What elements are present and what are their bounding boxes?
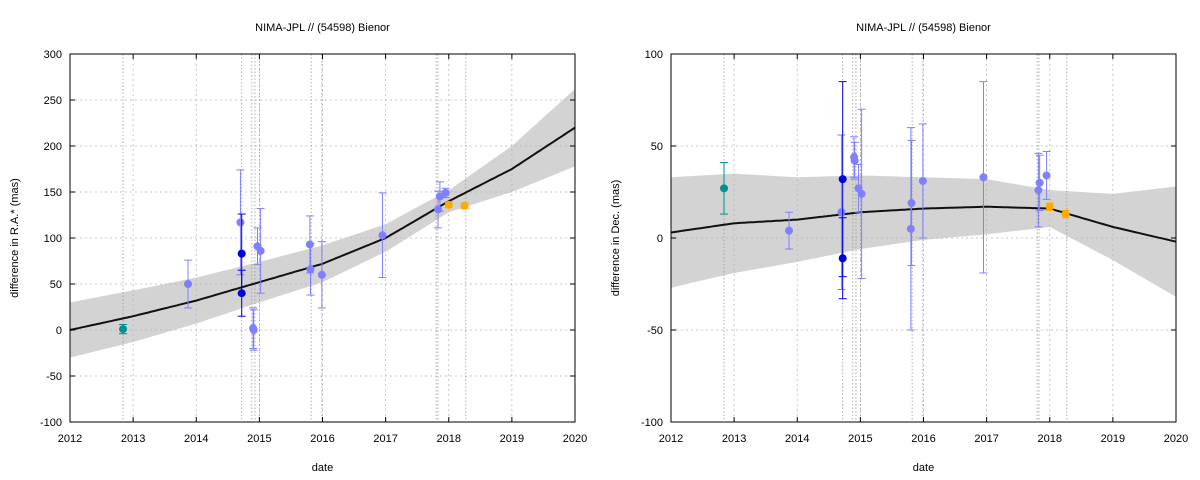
y-tick-label: 200 [44, 141, 62, 153]
data-point [444, 200, 453, 209]
x-tick-label: 2020 [563, 433, 587, 445]
x-tick-label: 2016 [310, 433, 334, 445]
x-tick-label: 2017 [373, 433, 397, 445]
grid [69, 53, 576, 423]
y-tick-label: -100 [641, 417, 663, 429]
x-tick-label: 2016 [911, 433, 935, 445]
data-point [237, 249, 246, 258]
data-point [441, 188, 450, 197]
y-axis-label: difference in Dec. (mas) [610, 180, 622, 297]
x-tick-label: 2018 [437, 433, 461, 445]
data-point [237, 289, 246, 298]
data-point [979, 173, 988, 182]
data-point [434, 205, 443, 214]
series-2 [237, 213, 246, 317]
data-point [907, 199, 916, 208]
y-tick-label: 50 [651, 141, 663, 153]
x-tick-label: 2013 [121, 433, 145, 445]
data-point [838, 175, 847, 184]
y-tick-label: 0 [657, 233, 663, 245]
series-1 [785, 81, 1051, 331]
x-tick-label: 2017 [974, 433, 998, 445]
y-tick-label: -50 [46, 371, 62, 383]
data-point [785, 226, 794, 235]
y-tick-label: 0 [56, 325, 62, 337]
y-tick-label: 100 [645, 49, 663, 61]
data-point [1042, 171, 1051, 180]
data-point [1034, 186, 1043, 195]
model-curve [670, 205, 1177, 243]
x-axis-label: date [312, 462, 333, 474]
data-point [317, 270, 326, 279]
chart-panel-2: 2012 2013 2014 2015 2016 2017 2018 2019 2020 -100… [610, 22, 1188, 474]
x-tick-label: 2015 [848, 433, 872, 445]
data-point [236, 218, 245, 227]
data-point [460, 201, 469, 210]
series-1 [184, 169, 450, 351]
data-point [1035, 178, 1044, 187]
data-point [857, 189, 866, 198]
series-4 [444, 200, 469, 210]
x-tick-label: 2015 [247, 433, 271, 445]
data-point [184, 280, 193, 288]
data-point [249, 326, 258, 334]
y-tick-label: -50 [647, 325, 663, 337]
series-4 [1045, 202, 1070, 219]
y-tick-label: 300 [44, 49, 62, 61]
model-curve [69, 126, 576, 331]
data-point [119, 325, 128, 334]
data-point [306, 265, 315, 274]
x-tick-label: 2014 [785, 433, 809, 445]
x-tick-label: 2012 [659, 433, 683, 445]
y-tick-label: 150 [44, 187, 62, 199]
series-2 [838, 81, 847, 300]
data-point [906, 224, 915, 233]
x-tick-label: 2014 [184, 433, 208, 445]
x-tick-label: 2020 [1164, 433, 1188, 445]
x-tick-label: 2013 [722, 433, 746, 445]
data-point [1045, 202, 1054, 211]
y-tick-label: 100 [44, 233, 62, 245]
data-point [378, 231, 387, 240]
data-point [1061, 210, 1070, 219]
series-3 [119, 323, 128, 335]
data-point [837, 208, 846, 217]
y-axis-label: difference in R.A.* (mas) [9, 178, 21, 298]
data-point [918, 176, 927, 185]
data-point [435, 192, 444, 201]
data-point [256, 246, 265, 255]
y-tick-label: 250 [44, 95, 62, 107]
chart-panel-1: 2012 2013 2014 2015 2016 2017 2018 2019 2020 -100… [9, 22, 587, 474]
x-tick-label: 2012 [58, 433, 82, 445]
x-tick-label: 2019 [500, 433, 524, 445]
series-3 [720, 162, 729, 215]
x-tick-label: 2019 [1101, 433, 1125, 445]
epoch-lines [122, 54, 467, 422]
chart-title: NIMA-JPL // (54598) Bienor [255, 22, 390, 34]
data-point [305, 240, 314, 249]
data-point [720, 184, 729, 193]
y-tick-label: -100 [40, 417, 62, 429]
data-point [838, 254, 847, 263]
x-tick-label: 2018 [1038, 433, 1062, 445]
x-axis-label: date [913, 462, 934, 474]
data-point [850, 156, 859, 165]
y-tick-label: 50 [50, 279, 62, 291]
chart-title: NIMA-JPL // (54598) Bienor [856, 22, 991, 34]
